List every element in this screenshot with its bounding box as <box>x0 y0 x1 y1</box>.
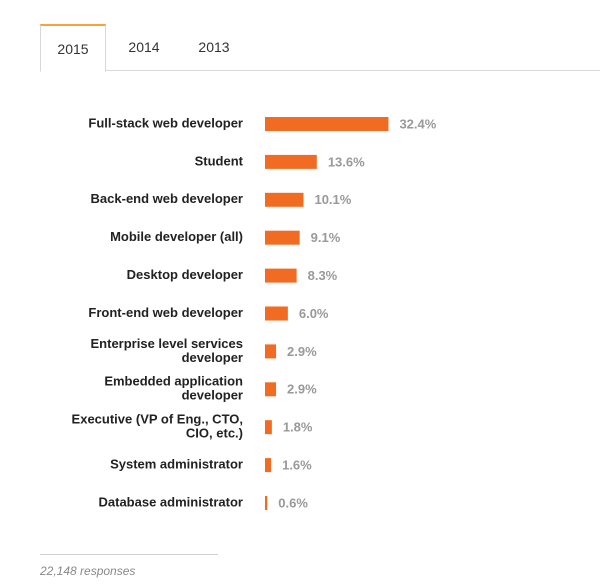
bar <box>265 344 277 359</box>
category-label: Database administrator <box>99 494 244 509</box>
bar <box>265 496 268 510</box>
tab-2013[interactable]: 2013 <box>198 39 230 55</box>
category-label: Full-stack web developer <box>88 115 243 130</box>
bar <box>265 458 272 473</box>
bar <box>265 268 297 283</box>
bar <box>265 230 300 245</box>
category-label: Mobile developer (all) <box>110 229 243 244</box>
bar <box>265 192 304 207</box>
category-label: Front-end web developer <box>88 305 243 320</box>
category-label: Enterprise level services developer <box>91 336 244 365</box>
category-label: System administrator <box>110 457 243 472</box>
value-label: 1.6% <box>282 458 312 473</box>
value-label: 8.3% <box>308 268 338 283</box>
bar <box>265 382 277 397</box>
value-label: 10.1% <box>314 192 351 207</box>
value-label: 2.9% <box>287 382 317 397</box>
value-label: 0.6% <box>278 495 308 510</box>
bar <box>265 154 317 169</box>
category-label: Embedded application developer <box>104 374 243 403</box>
category-label: Executive (VP of Eng., CTO, CIO, etc.) <box>72 412 243 441</box>
category-label: Back-end web developer <box>91 191 243 206</box>
value-label: 1.8% <box>283 420 313 435</box>
bar <box>265 306 288 321</box>
bar <box>265 117 389 131</box>
value-label: 2.9% <box>287 344 317 359</box>
value-label: 13.6% <box>328 154 365 169</box>
value-label: 6.0% <box>299 306 329 321</box>
category-label: Student <box>195 153 244 168</box>
tab-2015[interactable]: 2015 <box>40 24 106 72</box>
response-count: 22,148 responses <box>40 564 136 578</box>
value-label: 9.1% <box>311 230 341 245</box>
year-tabs: 2015 2014 2013 <box>40 24 600 72</box>
bar <box>265 420 272 435</box>
category-label: Desktop developer <box>127 267 243 282</box>
footer-divider <box>40 554 218 555</box>
tab-2014[interactable]: 2014 <box>128 39 160 55</box>
value-label: 32.4% <box>399 116 436 131</box>
